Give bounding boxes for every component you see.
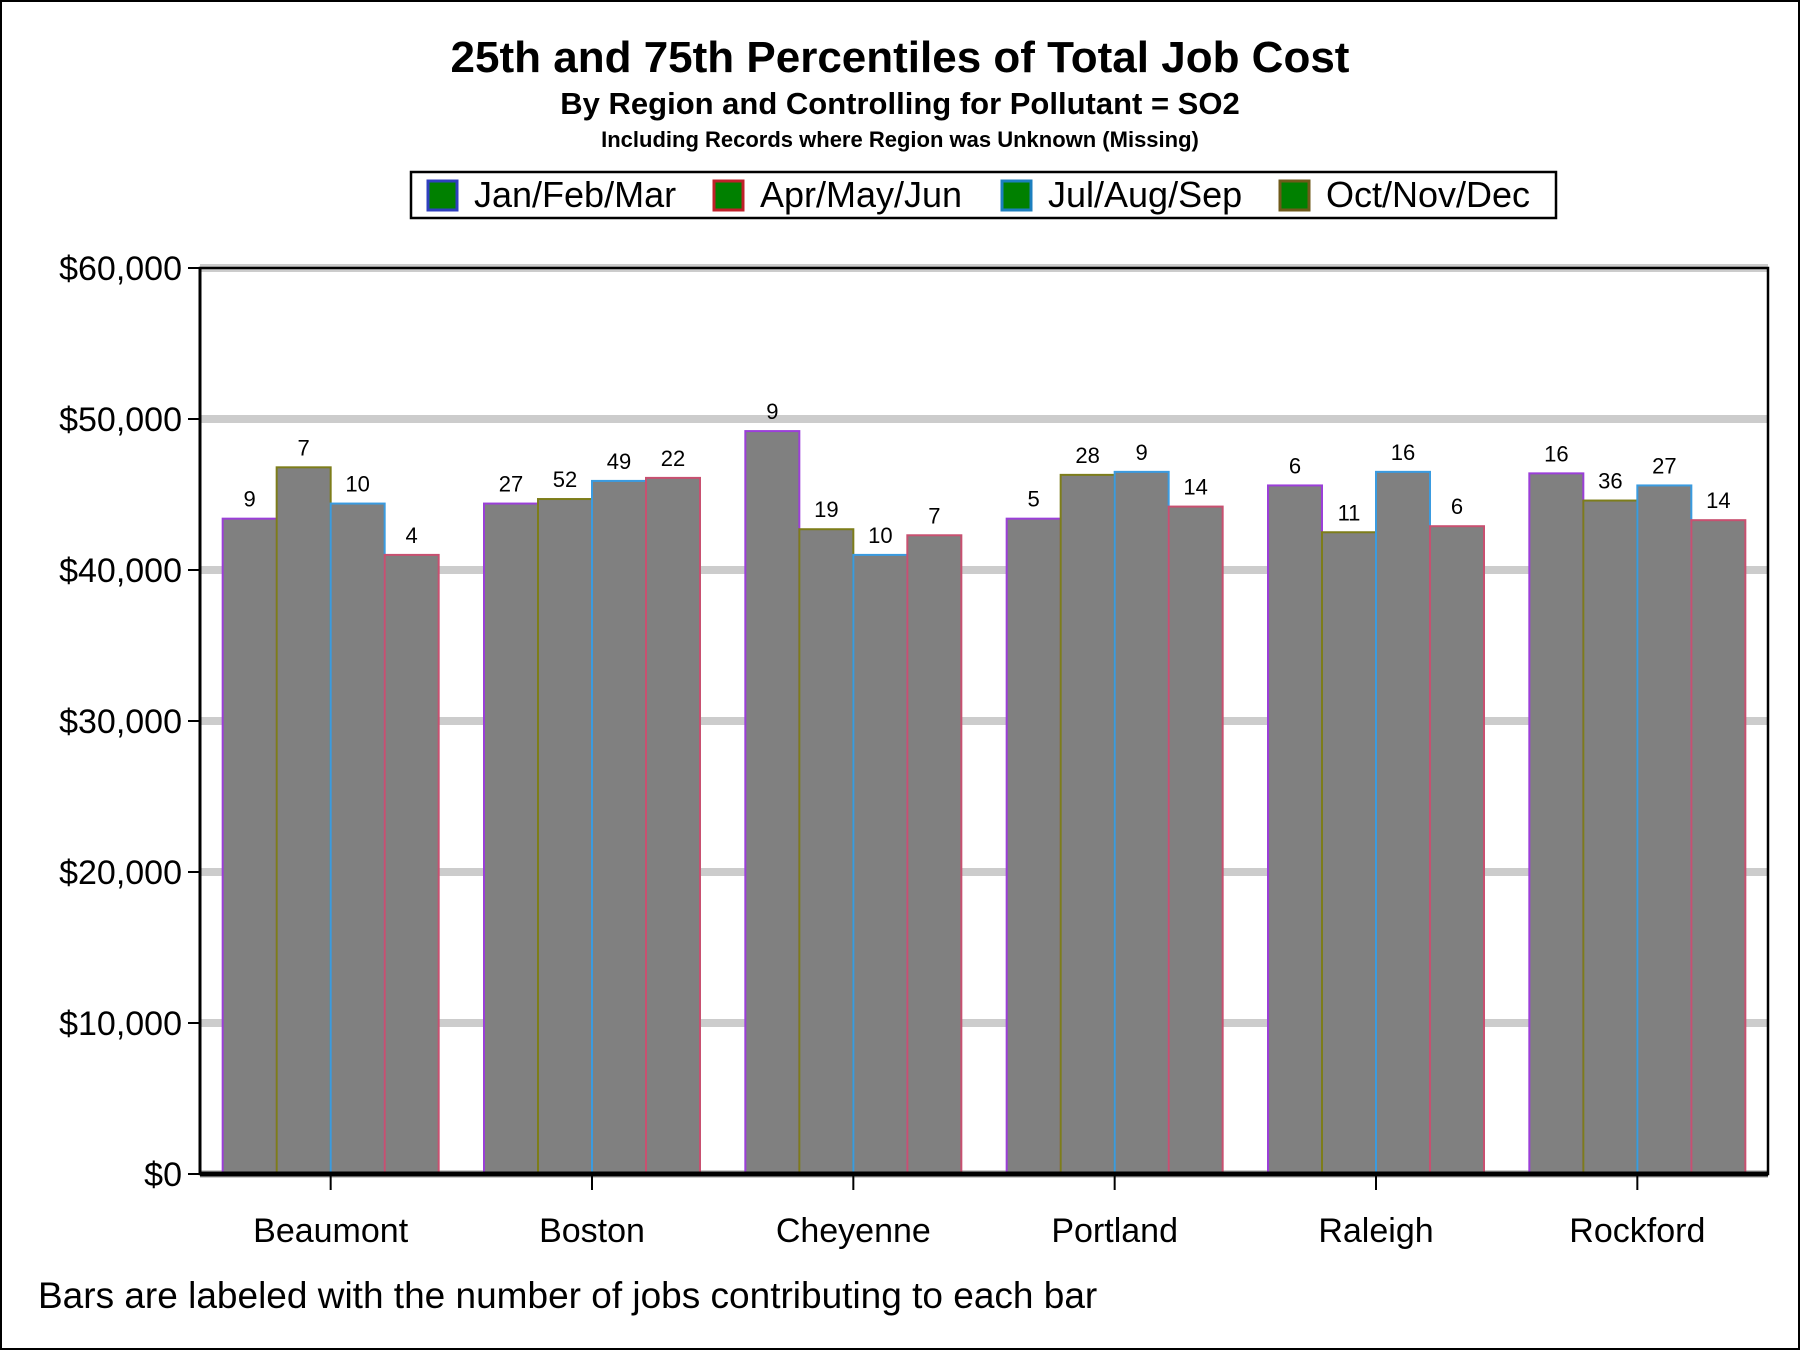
- bar: [798, 528, 855, 1175]
- y-tick-label: $40,000: [59, 552, 182, 590]
- legend-label: Jul/Aug/Sep: [1048, 174, 1242, 215]
- bar-label: 27: [1652, 453, 1676, 478]
- legend-swatch: [1000, 179, 1033, 212]
- bar: [329, 502, 386, 1175]
- bar: [483, 502, 539, 1175]
- bar: [221, 517, 278, 1175]
- bar-labels: 9 7 10 4 27 52 49 22 9 19 10 7 5 28 9 14 6 11 16 6 16 36 27 14: [244, 399, 1731, 548]
- bar-label: 6: [1451, 494, 1463, 519]
- bar-label: 52: [553, 467, 577, 492]
- legend-box: [409, 170, 1558, 220]
- bar: [1005, 517, 1062, 1175]
- x-tick-label: Beaumont: [253, 1212, 409, 1250]
- chart-title: 25th and 75th Percentiles of Total Job C…: [451, 33, 1350, 82]
- bar: [1429, 525, 1485, 1175]
- bar-label: 14: [1183, 475, 1207, 500]
- bar-label: 16: [1391, 440, 1415, 465]
- bar-label: 49: [607, 449, 631, 474]
- bar-label: 19: [814, 497, 838, 522]
- bar-label: 10: [868, 523, 892, 548]
- bar: [591, 479, 647, 1176]
- x-axis-ticks: Beaumont Boston Cheyenne Portland Raleigh Roc…: [253, 1174, 1705, 1250]
- bar: [645, 476, 701, 1175]
- y-tick-label: $50,000: [59, 401, 182, 439]
- y-tick-label: $60,000: [59, 250, 182, 288]
- bar-label: 9: [244, 487, 256, 512]
- bar: [1059, 473, 1116, 1175]
- bar: [906, 534, 963, 1175]
- bar: [744, 430, 801, 1175]
- legend-label: Jan/Feb/Mar: [474, 174, 676, 215]
- chart-subtitle: By Region and Controlling for Pollutant …: [560, 86, 1239, 121]
- bar: [1582, 499, 1639, 1176]
- bar: [1528, 472, 1585, 1175]
- bar-label: 27: [499, 472, 523, 497]
- bar: [1167, 505, 1224, 1175]
- bar-label: 22: [661, 446, 685, 471]
- bar-label: 28: [1075, 443, 1099, 468]
- legend-swatch: [426, 179, 459, 212]
- bar-label: 4: [406, 523, 418, 548]
- bar: [1321, 531, 1377, 1175]
- bar: [1690, 519, 1747, 1175]
- y-tick-label: $20,000: [59, 854, 182, 892]
- bar-label: 11: [1338, 500, 1361, 525]
- legend-label: Apr/May/Jun: [760, 174, 962, 215]
- bar: [852, 553, 909, 1175]
- bar-label: 6: [1289, 453, 1301, 478]
- bar: [537, 498, 593, 1175]
- bar: [1375, 470, 1431, 1176]
- legend-label: Oct/Nov/Dec: [1326, 174, 1530, 215]
- y-tick-label: $0: [144, 1156, 182, 1194]
- bars: [221, 430, 1747, 1176]
- y-tick-label: $30,000: [59, 703, 182, 741]
- x-tick-label: Boston: [539, 1212, 645, 1250]
- y-axis-ticks: $0 $10,000 $20,000 $30,000 $40,000 $50,000 $60…: [59, 250, 200, 1194]
- bar-label: 5: [1028, 487, 1040, 512]
- bar-label: 14: [1706, 488, 1730, 513]
- bar: [1113, 470, 1170, 1176]
- bar: [1636, 484, 1693, 1175]
- bar-label: 7: [298, 435, 310, 460]
- legend: Jan/Feb/Mar Apr/May/Jun Jul/Aug/Sep Oct/Nov…: [409, 170, 1558, 220]
- legend-swatch: [712, 179, 745, 212]
- bar-label: 7: [928, 503, 940, 528]
- x-tick-label: Portland: [1051, 1212, 1178, 1250]
- bar: [1267, 484, 1323, 1175]
- bar-label: 9: [766, 399, 778, 424]
- x-tick-label: Raleigh: [1318, 1212, 1433, 1250]
- bar-label: 9: [1136, 440, 1148, 465]
- bar: [275, 466, 332, 1175]
- bar-label: 10: [345, 472, 369, 497]
- bar: [383, 553, 440, 1175]
- bar-label: 16: [1544, 441, 1568, 466]
- y-tick-label: $10,000: [59, 1005, 182, 1043]
- x-tick-label: Cheyenne: [776, 1212, 931, 1250]
- legend-swatch: [1278, 179, 1311, 212]
- bar-label: 36: [1598, 469, 1622, 494]
- chart-subtitle-secondary: Including Records where Region was Unkno…: [601, 127, 1199, 152]
- x-tick-label: Rockford: [1569, 1212, 1705, 1250]
- footnote: Bars are labeled with the number of jobs…: [38, 1275, 1097, 1316]
